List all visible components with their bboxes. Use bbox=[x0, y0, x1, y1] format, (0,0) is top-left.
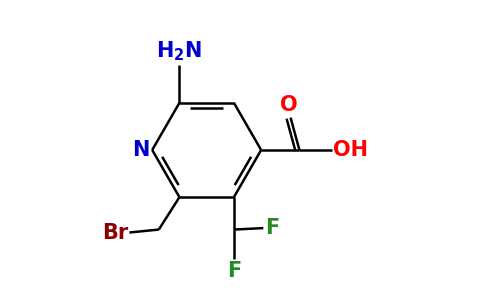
Text: O: O bbox=[280, 95, 298, 115]
Text: F: F bbox=[265, 218, 279, 238]
Text: Br: Br bbox=[102, 223, 128, 242]
Text: OH: OH bbox=[333, 140, 368, 160]
Text: F: F bbox=[227, 261, 241, 281]
Text: $\mathregular{H_2N}$: $\mathregular{H_2N}$ bbox=[156, 40, 202, 63]
Text: N: N bbox=[133, 140, 150, 160]
